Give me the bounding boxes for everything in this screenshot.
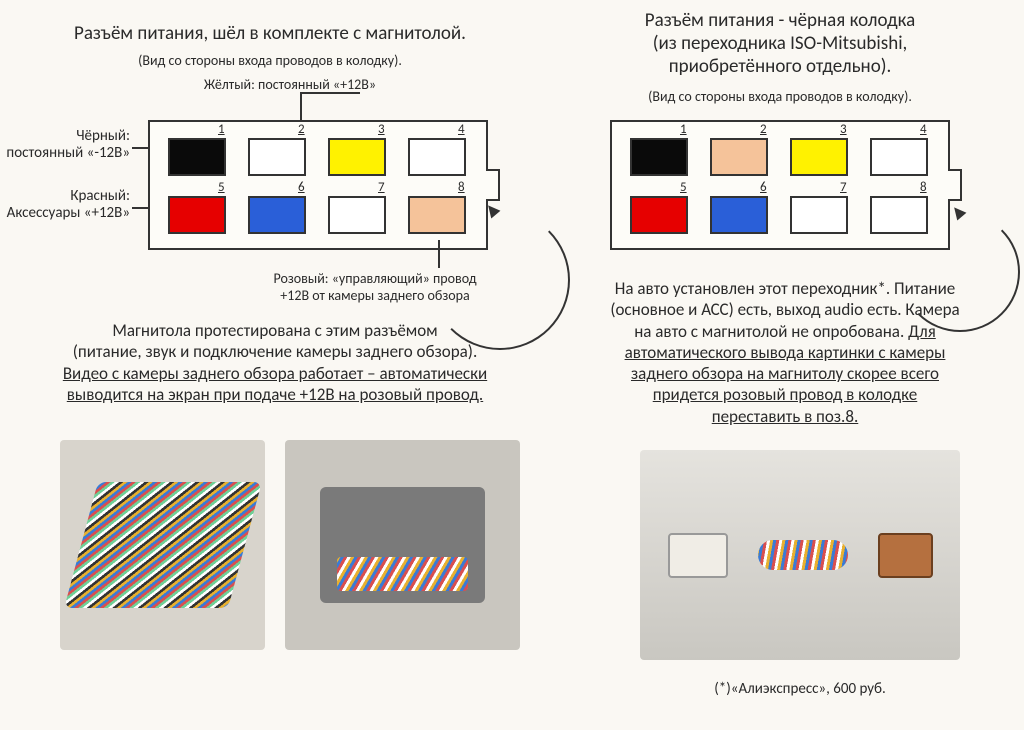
white-plug-icon	[668, 533, 728, 578]
brown-plug-icon	[878, 533, 933, 578]
left-title: Разъём питания, шёл в комплекте с магнит…	[30, 22, 510, 45]
pin-num-6: 6	[760, 180, 767, 195]
rt2: (из переходника ISO-Mitsubishi,	[653, 32, 908, 55]
pin-1	[168, 138, 226, 176]
left-body: Магнитола протестирована с этим разъёмом…	[40, 320, 510, 405]
pin-8	[870, 196, 928, 234]
pin-num-4: 4	[920, 122, 927, 137]
pin-2	[710, 138, 768, 176]
wire-icon	[64, 482, 262, 608]
pin-3	[328, 138, 386, 176]
lt3: Видео с камеры заднего обзора работает –…	[63, 363, 487, 384]
yellow-label: Жёлтый: постоянный «+12В»	[130, 76, 450, 93]
pin-num-8: 8	[458, 180, 465, 195]
black-label-2: постоянный «-12В»	[6, 144, 130, 162]
pin-5	[168, 196, 226, 234]
pin-num-1: 1	[680, 122, 687, 137]
lt2: (питание, звук и подключение камеры задн…	[73, 341, 478, 362]
line-yellow-h	[300, 92, 360, 94]
pin-num-3: 3	[378, 122, 385, 137]
red-label-1: Красный:	[70, 187, 130, 205]
pin-num-7: 7	[378, 180, 385, 195]
connector-tab	[486, 169, 500, 201]
rb3a: на авто с магнитолой не опробована.	[634, 321, 908, 342]
pin-6	[248, 196, 306, 234]
stereo-wires	[337, 557, 469, 592]
photo-harness	[60, 440, 265, 650]
red-label-2: Аксессуары «+12В»	[7, 204, 130, 222]
lt4: выводится на экран при подаче +12В на ро…	[67, 384, 483, 405]
rt1: Разъём питания - чёрная колодка	[645, 9, 915, 32]
pin-7	[328, 196, 386, 234]
pin-4	[870, 138, 928, 176]
rb5: заднего обзора на магнитолу скорее всего	[631, 363, 939, 384]
footnote: (*)«Алиэкспресс», 600 руб.	[640, 680, 960, 698]
pin-4	[408, 138, 466, 176]
rt3: приобретённого отдельно).	[669, 55, 892, 78]
photo-adapter	[640, 450, 960, 660]
pin-8	[408, 196, 466, 234]
photo-stereo-back	[285, 440, 520, 650]
pin-7	[790, 196, 848, 234]
connector-tab-r	[948, 169, 962, 201]
rb7: переставить в поз.8.	[712, 406, 859, 427]
pin-num-5: 5	[680, 180, 687, 195]
pin-5	[630, 196, 688, 234]
right-subtitle: (Вид со стороны входа проводов в колодку…	[560, 88, 1000, 105]
right-title: Разъём питания - чёрная колодка (из пере…	[560, 10, 1000, 78]
left-subtitle: (Вид со стороны входа проводов в колодку…	[30, 52, 510, 69]
black-callout: Чёрный: постоянный «-12В»	[0, 128, 130, 163]
red-callout: Красный: Аксессуары «+12В»	[0, 188, 130, 223]
rb4: автоматического вывода картинки с камеры	[625, 342, 946, 363]
pin-6	[710, 196, 768, 234]
pin-num-3: 3	[840, 122, 847, 137]
pin-num-4: 4	[458, 122, 465, 137]
pin-num-1: 1	[218, 122, 225, 137]
pin-num-6: 6	[298, 180, 305, 195]
pin-num-2: 2	[760, 122, 767, 137]
pin-num-7: 7	[840, 180, 847, 195]
rb6: придется розовый провод в колодке	[653, 384, 918, 405]
black-label-1: Чёрный:	[76, 127, 130, 145]
pin-num-5: 5	[218, 180, 225, 195]
adapter-group	[668, 533, 933, 578]
pin-1	[630, 138, 688, 176]
pin-3	[790, 138, 848, 176]
pin-num-2: 2	[298, 122, 305, 137]
lt1: Магнитола протестирована с этим разъёмом	[112, 320, 437, 341]
stereo-body	[320, 487, 485, 603]
adapter-wires	[758, 540, 848, 570]
pin-2	[248, 138, 306, 176]
pin-num-8: 8	[920, 180, 927, 195]
